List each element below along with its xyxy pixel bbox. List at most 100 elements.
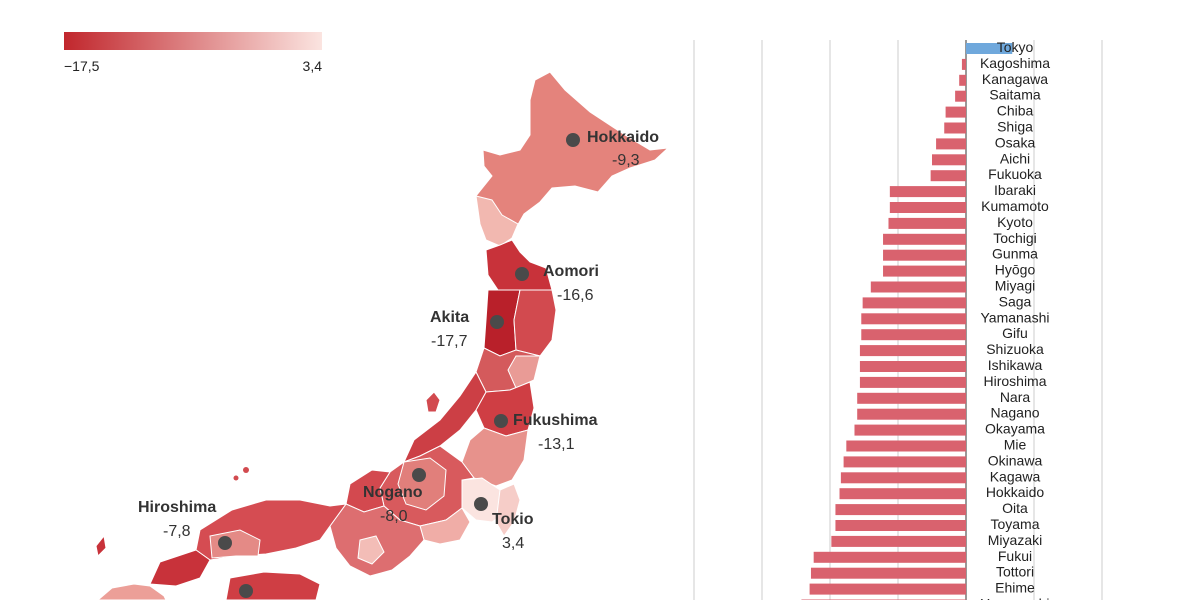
bar-yamanashi: [861, 313, 966, 325]
bar-mie: [846, 440, 966, 452]
city-marker: [412, 468, 426, 482]
bar-fukuoka: [930, 170, 966, 182]
bar-hyōgo: [883, 265, 966, 277]
bar-label-hokkaido: Hokkaido: [986, 484, 1045, 500]
bar-miyagi: [870, 281, 966, 293]
bar-label-saga: Saga: [999, 293, 1032, 309]
region-chiba: [495, 483, 521, 537]
city-value: -7,8: [163, 523, 191, 540]
bar-hiroshima: [859, 376, 966, 388]
bar-kanagawa: [959, 74, 966, 86]
bar-label-miyagi: Miyagi: [995, 278, 1035, 294]
chart-bars: [801, 43, 1013, 600]
city-marker: [474, 497, 488, 511]
bar-label-nagano: Nagano: [990, 405, 1039, 421]
region-kyushu: [97, 583, 167, 600]
bar-label-gunma: Gunma: [992, 246, 1038, 262]
bar-label-kyoto: Kyoto: [997, 214, 1033, 230]
bar-okinawa: [843, 456, 966, 468]
bar-label-mie: Mie: [1004, 437, 1027, 453]
color-legend: −17,5 3,4: [64, 32, 322, 78]
city-fukushima: Fukushima -13,1: [494, 412, 598, 453]
bar-label-tokyo: Tokyo: [997, 39, 1034, 55]
bar-label-ishikawa: Ishikawa: [988, 357, 1043, 373]
bar-nagano: [857, 408, 966, 420]
bar-label-kagoshima: Kagoshima: [980, 55, 1050, 71]
city-name: Nogano: [363, 484, 423, 501]
city-aomori: Aomori -16,6: [515, 263, 599, 304]
bar-okayama: [854, 424, 966, 436]
city-hokkaido: Hokkaido -9,3: [566, 129, 659, 169]
bar-label-fukuoka: Fukuoka: [988, 166, 1042, 182]
bar-kagawa: [840, 472, 966, 484]
bar-label-yamanashi: Yamanashi: [980, 309, 1049, 325]
city-value: 3,4: [502, 535, 524, 552]
city-name: Fukushima: [513, 412, 598, 429]
island-dot: [243, 467, 249, 473]
city-tokio: Tokio 3,4: [474, 497, 534, 552]
bar-label-tottori: Tottori: [996, 564, 1034, 580]
region-osaka: [357, 535, 385, 565]
bar-ehime: [809, 583, 966, 595]
city-value: -16,6: [557, 287, 594, 304]
bar-tochigi: [883, 233, 966, 245]
bar-label-nara: Nara: [1000, 389, 1031, 405]
city-name: Akita: [430, 309, 469, 326]
bar-label-kanagawa: Kanagawa: [982, 71, 1048, 87]
bar-tottori: [810, 567, 966, 579]
city-name: Hiroshima: [138, 499, 216, 516]
chart-category-labels: TokyoKagoshimaKanagawaSaitamaChibaShigaO…: [980, 39, 1050, 600]
city-marker: [490, 315, 504, 329]
region-sado-island: [425, 391, 441, 413]
bar-gifu: [861, 329, 966, 341]
city-name: Aomori: [543, 263, 599, 280]
city-value: -8,0: [380, 508, 408, 525]
bar-miyazaki: [831, 535, 966, 547]
bar-toyama: [835, 520, 966, 531]
bar-gunma: [883, 249, 966, 261]
bar-label-tochigi: Tochigi: [993, 230, 1037, 246]
color-scale-bar: [64, 32, 322, 50]
bar-oita: [835, 504, 966, 516]
legend-min-label: −17,5: [64, 58, 100, 74]
bar-label-kumamoto: Kumamoto: [981, 198, 1049, 214]
city-value: -13,1: [538, 436, 575, 453]
city-nogano: Nogano -8,0: [363, 468, 426, 525]
city-marker: [218, 536, 232, 550]
bar-label-fukui: Fukui: [998, 548, 1032, 564]
region-oki-island: [95, 534, 107, 558]
city-value: -17,7: [431, 333, 468, 350]
bar-kagoshima: [961, 58, 966, 70]
city-marker: [515, 267, 529, 281]
region-aomori: [485, 239, 553, 293]
bar-shizuoka: [859, 345, 966, 357]
region-shikoku: [225, 571, 321, 600]
bar-label-oita: Oita: [1002, 500, 1028, 516]
bar-label-gifu: Gifu: [1002, 325, 1028, 341]
city-markers: Hokkaido -9,3 Aomori -16,6 Akita -17,7 F…: [138, 129, 659, 598]
bar-ibaraki: [889, 186, 966, 198]
bar-label-ibaraki: Ibaraki: [994, 182, 1036, 198]
bar-label-kagawa: Kagawa: [990, 468, 1041, 484]
city-akita: Akita -17,7: [430, 309, 504, 350]
region-kanto: [461, 427, 529, 487]
bar-label-shizuoka: Shizuoka: [986, 341, 1044, 357]
japan-choropleth-map: Hokkaido -9,3 Aomori -16,6 Akita -17,7 F…: [95, 71, 670, 600]
region-hokkaido-south: [475, 195, 519, 247]
bar-shiga: [944, 122, 966, 134]
city-hiroshima: Hiroshima -7,8: [138, 499, 232, 550]
bar-label-aichi: Aichi: [1000, 150, 1030, 166]
bar-fukui: [813, 551, 966, 563]
bar-saitama: [955, 90, 966, 102]
bar-aichi: [932, 154, 966, 166]
bar-label-hyōgo: Hyōgo: [995, 262, 1036, 278]
bar-nara: [857, 392, 966, 404]
bar-label-okinawa: Okinawa: [988, 452, 1043, 468]
bar-label-shiga: Shiga: [997, 119, 1033, 135]
city-marker: [494, 414, 508, 428]
bar-label-ehime: Ehime: [995, 580, 1035, 596]
bar-hokkaido: [839, 488, 966, 500]
bar-label-toyama: Toyama: [990, 516, 1039, 532]
bar-saga: [862, 297, 966, 309]
prefecture-bar-chart: TokyoKagoshimaKanagawaSaitamaChibaShigaO…: [693, 39, 1103, 600]
